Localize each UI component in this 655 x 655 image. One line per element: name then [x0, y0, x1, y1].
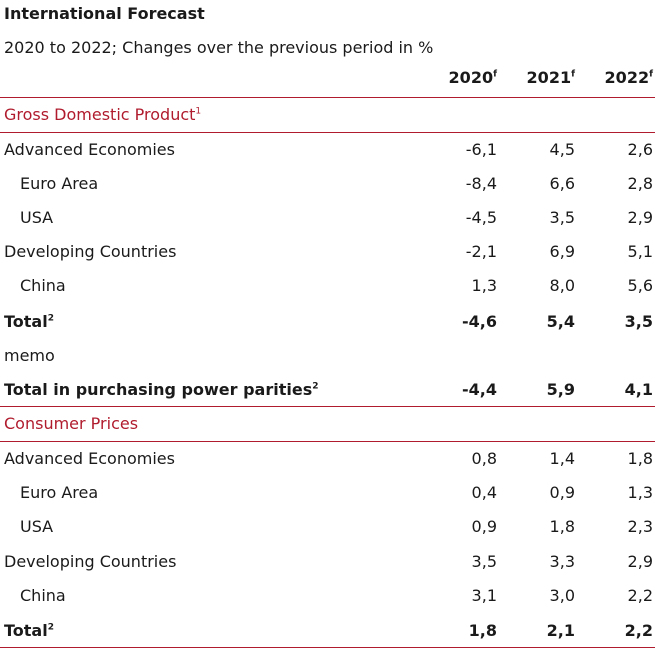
section-divider — [0, 132, 655, 133]
table-row: Developing Countries -2,1 6,9 5,1 — [0, 235, 655, 269]
cell-2022: 2,6 — [627, 140, 653, 159]
cell-2021: 0,9 — [549, 483, 575, 502]
cell-2022: 1,8 — [627, 449, 653, 468]
column-header-2022: 2022f — [604, 68, 653, 87]
row-label: USA — [20, 517, 54, 536]
table-row-memo: memo — [0, 339, 655, 373]
section-heading-gdp: Gross Domestic Product1 — [4, 105, 202, 124]
cell-2022: 2,9 — [627, 208, 653, 227]
table-subtitle: 2020 to 2022; Changes over the previous … — [4, 38, 434, 57]
cell-2020: 1,3 — [471, 276, 497, 295]
table-row: China 3,1 3,0 2,2 — [0, 579, 655, 613]
cell-2022: 1,3 — [627, 483, 653, 502]
cell-2020: -4,6 — [462, 312, 497, 331]
table-row: Developing Countries 3,5 3,3 2,9 — [0, 545, 655, 579]
cell-2022: 5,6 — [627, 276, 653, 295]
cell-2022: 2,9 — [627, 552, 653, 571]
row-label: Developing Countries — [4, 552, 177, 571]
table-row: Euro Area 0,4 0,9 1,3 — [0, 476, 655, 510]
row-label: Total in purchasing power parities2 — [4, 380, 319, 399]
cell-2021: 1,8 — [549, 517, 575, 536]
table-bottom-rule — [0, 647, 655, 648]
cell-2022: 4,1 — [624, 380, 653, 399]
row-label: Developing Countries — [4, 242, 177, 261]
table-row: China 1,3 8,0 5,6 — [0, 269, 655, 303]
cell-2021: 5,4 — [546, 312, 575, 331]
table-row: USA 0,9 1,8 2,3 — [0, 510, 655, 544]
cell-2021: 4,5 — [549, 140, 575, 159]
cell-2022: 2,8 — [627, 174, 653, 193]
row-label: Euro Area — [20, 483, 99, 502]
section-divider — [0, 441, 655, 442]
row-label: Total2 — [4, 312, 54, 331]
section-heading-consumer-prices: Consumer Prices — [4, 414, 139, 433]
cell-2021: 3,3 — [549, 552, 575, 571]
table-row: Advanced Economies -6,1 4,5 2,6 — [0, 133, 655, 167]
row-label: China — [20, 586, 66, 605]
row-label: memo — [4, 346, 55, 365]
cell-2020: 0,9 — [471, 517, 497, 536]
cell-2021: 8,0 — [549, 276, 575, 295]
row-label: Advanced Economies — [4, 140, 175, 159]
column-header-2021: 2021f — [526, 68, 575, 87]
table-row-total: Total2 -4,6 5,4 3,5 — [0, 305, 655, 339]
row-label: USA — [20, 208, 54, 227]
cell-2020: 3,1 — [471, 586, 497, 605]
row-label: Euro Area — [20, 174, 99, 193]
column-header-2020: 2020f — [448, 68, 497, 87]
cell-2021: 3,5 — [549, 208, 575, 227]
cell-2022: 2,3 — [627, 517, 653, 536]
cell-2020: 1,8 — [468, 621, 497, 640]
table-row: Euro Area -8,4 6,6 2,8 — [0, 167, 655, 201]
section-divider — [0, 406, 655, 407]
table-title: International Forecast — [4, 4, 205, 23]
cell-2020: -4,4 — [462, 380, 497, 399]
cell-2020: -2,1 — [465, 242, 497, 261]
cell-2022: 3,5 — [624, 312, 653, 331]
table-row: USA -4,5 3,5 2,9 — [0, 201, 655, 235]
cell-2020: 3,5 — [471, 552, 497, 571]
cell-2020: 0,4 — [471, 483, 497, 502]
cell-2022: 2,2 — [624, 621, 653, 640]
cell-2021: 3,0 — [549, 586, 575, 605]
cell-2021: 1,4 — [549, 449, 575, 468]
table-row: Advanced Economies 0,8 1,4 1,8 — [0, 442, 655, 476]
row-label: Advanced Economies — [4, 449, 175, 468]
table-row-ppp-total: Total in purchasing power parities2 -4,4… — [0, 373, 655, 407]
table-row-total: Total2 1,8 2,1 2,2 — [0, 614, 655, 648]
header-divider — [0, 97, 655, 98]
cell-2022: 2,2 — [627, 586, 653, 605]
cell-2021: 5,9 — [546, 380, 575, 399]
cell-2020: -8,4 — [465, 174, 497, 193]
cell-2020: 0,8 — [471, 449, 497, 468]
row-label: Total2 — [4, 621, 54, 640]
cell-2020: -6,1 — [465, 140, 497, 159]
cell-2020: -4,5 — [465, 208, 497, 227]
cell-2021: 2,1 — [546, 621, 575, 640]
cell-2022: 5,1 — [627, 242, 653, 261]
row-label: China — [20, 276, 66, 295]
cell-2021: 6,6 — [549, 174, 575, 193]
cell-2021: 6,9 — [549, 242, 575, 261]
